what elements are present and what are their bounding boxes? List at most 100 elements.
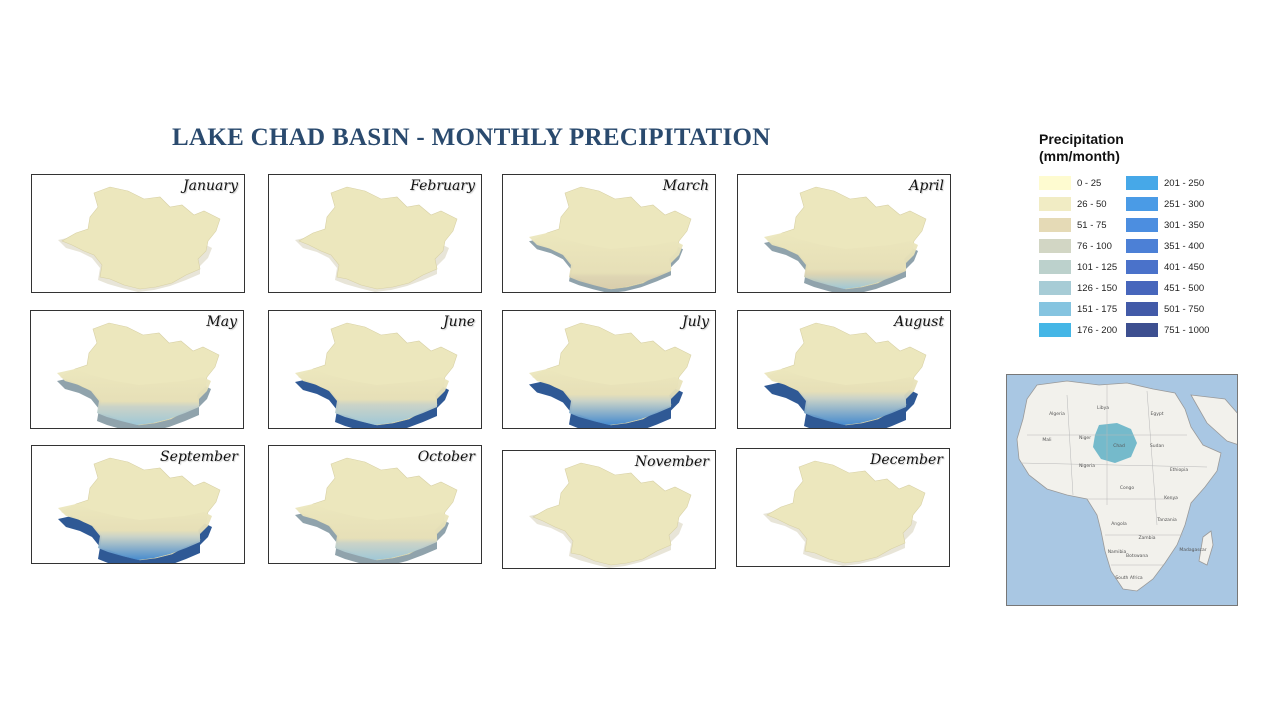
legend-label: 176 - 200 <box>1077 324 1118 336</box>
legend-label: 126 - 150 <box>1077 282 1118 294</box>
country-label: South Africa <box>1115 575 1143 581</box>
legend-label: 451 - 500 <box>1164 282 1205 294</box>
month-panel-august: August <box>737 310 951 429</box>
legend-item: 301 - 350 <box>1126 218 1204 232</box>
month-panel-december: December <box>736 448 950 567</box>
month-label: October <box>417 449 475 465</box>
legend-swatch <box>1126 239 1158 253</box>
legend-swatch <box>1039 176 1071 190</box>
legend-title: Precipitation (mm/month) <box>1039 131 1124 165</box>
month-panel-march: March <box>502 174 716 293</box>
legend-label: 76 - 100 <box>1077 240 1112 252</box>
month-panel-september: September <box>31 445 245 564</box>
legend-swatch <box>1126 323 1158 337</box>
rainfall-zone <box>764 369 918 425</box>
basin-map-august <box>764 322 927 428</box>
basin-map-june <box>295 322 458 428</box>
country-label: Egypt <box>1151 411 1164 417</box>
month-panel-november: November <box>502 450 716 569</box>
africa-inset-map: Algeria Libya Egypt Mali Niger Chad Sudan Niger… <box>1006 374 1238 606</box>
legend-label: 251 - 300 <box>1164 198 1205 210</box>
month-label: September <box>160 449 238 465</box>
country-label: Angola <box>1111 521 1127 527</box>
legend-swatch <box>1039 323 1071 337</box>
legend-item: 401 - 450 <box>1126 260 1204 274</box>
basin-surface <box>766 460 926 564</box>
month-label: July <box>681 314 709 330</box>
country-label: Botswana <box>1126 553 1148 559</box>
month-label: August <box>894 314 944 330</box>
month-panel-april: April <box>737 174 951 293</box>
legend-label: 51 - 75 <box>1077 219 1107 231</box>
legend-item: 101 - 125 <box>1039 260 1117 274</box>
lake-chad-basin-highlight <box>1093 423 1137 463</box>
legend-item: 51 - 75 <box>1039 218 1107 232</box>
legend-label: 401 - 450 <box>1164 261 1205 273</box>
legend-label: 201 - 250 <box>1164 177 1205 189</box>
month-label: February <box>410 178 475 194</box>
legend-label: 501 - 750 <box>1164 303 1205 315</box>
legend-label: 351 - 400 <box>1164 240 1205 252</box>
legend-swatch <box>1126 302 1158 316</box>
madagascar-island <box>1198 530 1214 566</box>
legend-swatch <box>1126 176 1158 190</box>
legend-label: 301 - 350 <box>1164 219 1205 231</box>
basin-map-april <box>764 186 927 292</box>
basin-map-october <box>295 457 458 563</box>
country-border <box>1066 394 1074 496</box>
legend-label: 26 - 50 <box>1077 198 1107 210</box>
legend-swatch <box>1126 197 1158 211</box>
month-label: December <box>870 452 943 468</box>
legend-swatch <box>1126 218 1158 232</box>
month-panel-july: July <box>502 310 716 429</box>
basin-surface <box>61 186 221 290</box>
country-label: Nigeria <box>1079 463 1095 469</box>
legend-swatch <box>1039 239 1071 253</box>
country-label: Congo <box>1120 485 1135 491</box>
legend-title-line2: (mm/month) <box>1039 148 1120 164</box>
month-panel-june: June <box>268 310 482 429</box>
legend-item: 26 - 50 <box>1039 197 1107 211</box>
country-label: Namibia <box>1108 549 1127 555</box>
legend-swatch <box>1039 197 1071 211</box>
basin-map-january <box>58 186 221 292</box>
legend-item: 126 - 150 <box>1039 281 1117 295</box>
rainfall-zone <box>529 369 683 425</box>
legend-item: 151 - 175 <box>1039 302 1117 316</box>
legend-item: 751 - 1000 <box>1126 323 1209 337</box>
month-label: November <box>634 454 709 470</box>
basin-map-may <box>57 322 220 428</box>
legend-item: 76 - 100 <box>1039 239 1112 253</box>
country-border <box>1146 390 1158 526</box>
month-panel-january: January <box>31 174 245 293</box>
country-label: Tanzania <box>1156 517 1177 523</box>
legend-item: 176 - 200 <box>1039 323 1117 337</box>
rainfall-zone <box>57 369 211 425</box>
month-panel-may: May <box>30 310 244 429</box>
month-label: April <box>909 178 944 194</box>
month-label: January <box>183 178 238 194</box>
legend-item: 251 - 300 <box>1126 197 1204 211</box>
rainfall-zone <box>529 233 683 289</box>
basin-map-december <box>763 460 926 566</box>
legend-item: 201 - 250 <box>1126 176 1204 190</box>
country-label: Kenya <box>1164 495 1178 501</box>
basin-map-november <box>529 462 692 568</box>
month-panel-february: February <box>268 174 482 293</box>
legend-label: 751 - 1000 <box>1164 324 1210 336</box>
rainfall-zone <box>295 369 449 425</box>
basin-map-march <box>529 186 692 292</box>
arabian-peninsula <box>1190 394 1237 445</box>
country-label: Chad <box>1113 443 1125 449</box>
rainfall-zone <box>58 504 212 560</box>
country-label: Mali <box>1042 437 1051 443</box>
country-label: Sudan <box>1150 443 1164 449</box>
legend-swatch <box>1039 218 1071 232</box>
basin-surface <box>532 462 692 566</box>
country-label: Algeria <box>1049 411 1065 417</box>
country-label: Ethiopia <box>1170 467 1189 473</box>
legend-swatch <box>1039 260 1071 274</box>
basin-map-february <box>295 186 458 292</box>
africa-landmass <box>1016 380 1222 592</box>
rainfall-zone <box>764 233 918 289</box>
